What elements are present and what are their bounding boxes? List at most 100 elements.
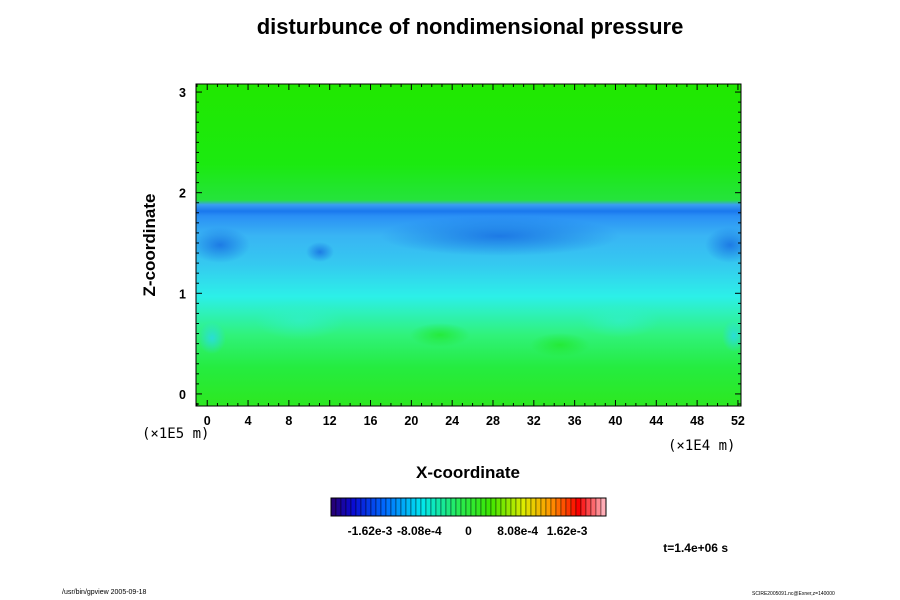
colorbar-swatch [535, 497, 542, 517]
colorbar [330, 497, 607, 517]
colorbar-swatch [515, 497, 522, 517]
x-tick-label: 20 [404, 414, 418, 428]
colorbar-swatch [405, 497, 412, 517]
colorbar-swatch [525, 497, 532, 517]
x-tick-label: 48 [690, 414, 704, 428]
colorbar-swatch [545, 497, 552, 517]
x-tick-label: 4 [245, 414, 252, 428]
footer-right: SCIRE2005091.nc@Exner,z=140000 [752, 591, 835, 597]
colorbar-swatch [460, 497, 467, 517]
colorbar-swatch [550, 497, 557, 517]
x-tick-label: 28 [486, 414, 500, 428]
colorbar-swatch [390, 497, 397, 517]
cyan-eddy [255, 300, 345, 340]
colorbar-swatch [495, 497, 502, 517]
low-pressure-eddy [705, 227, 741, 263]
colorbar-swatch [365, 497, 372, 517]
colorbar-swatch [600, 497, 607, 517]
green-eddy [530, 333, 590, 357]
x-tick-label: 52 [731, 414, 745, 428]
colorbar-swatch [485, 497, 492, 517]
colorbar-swatch [555, 497, 562, 517]
x-tick-label: 44 [649, 414, 663, 428]
colorbar-swatch [565, 497, 572, 517]
colorbar-swatch [340, 497, 347, 517]
colorbar-swatch [470, 497, 477, 517]
colorbar-labels: -1.62e-3 -8.08e-4 0 8.08e-4 1.62e-3 [348, 524, 588, 538]
colorbar-swatch [360, 497, 367, 517]
colorbar-swatch [380, 497, 387, 517]
x-tick-label: 8 [285, 414, 292, 428]
colorbar-swatch [575, 497, 582, 517]
colorbar-swatch [510, 497, 517, 517]
colorbar-swatch [580, 497, 587, 517]
colorbar-swatch [465, 497, 472, 517]
green-eddy [410, 323, 470, 347]
colorbar-frame [330, 497, 607, 517]
colorbar-swatch [415, 497, 422, 517]
colorbar-swatch [585, 497, 592, 517]
y-unit-label: (×1E5 m) [142, 426, 209, 442]
colorbar-swatch [350, 497, 357, 517]
time-label: t=1.4e+06 s [663, 541, 728, 555]
y-tick-label: 3 [179, 86, 186, 100]
colorbar-swatch [345, 497, 352, 517]
chart-title: disturbunce of nondimensional pressure [256, 14, 684, 39]
x-tick-label: 16 [364, 414, 378, 428]
colorbar-label: 1.62e-3 [547, 524, 588, 538]
colorbar-swatch [395, 497, 402, 517]
colorbar-swatch [530, 497, 537, 517]
x-axis-label: X-coordinate [416, 463, 520, 482]
x-tick-label: 36 [568, 414, 582, 428]
colorbar-swatch [590, 497, 597, 517]
low-pressure-eddy [306, 242, 334, 262]
cyan-eddy [580, 302, 660, 338]
colorbar-label: -8.08e-4 [397, 524, 442, 538]
colorbar-swatch [445, 497, 452, 517]
y-tick-label: 0 [179, 388, 186, 402]
colorbar-swatch [500, 497, 507, 517]
footer-left: /usr/bin/gpview 2005-09-18 [62, 589, 147, 596]
cyan-eddy [722, 320, 741, 352]
colorbar-swatch [570, 497, 577, 517]
colorbar-swatch [330, 497, 337, 517]
colorbar-swatch [480, 497, 487, 517]
colorbar-swatch [335, 497, 342, 517]
low-pressure-eddy [196, 227, 250, 263]
x-tick-label: 24 [445, 414, 459, 428]
y-tick-label: 2 [179, 187, 186, 201]
colorbar-label: 8.08e-4 [497, 524, 538, 538]
axis-ticks [196, 84, 741, 406]
colorbar-swatch [540, 497, 547, 517]
colorbar-label: -1.62e-3 [348, 524, 393, 538]
colorbar-swatch [520, 497, 527, 517]
y-axis-label: Z-coordinate [140, 194, 159, 297]
colorbar-swatch [595, 497, 602, 517]
plot-frame [195, 83, 742, 407]
low-pressure-core [380, 216, 620, 256]
x-tick-label: 32 [527, 414, 541, 428]
y-tick-label: 1 [179, 287, 186, 301]
colorbar-swatch [410, 497, 417, 517]
colorbar-swatch [560, 497, 567, 517]
colorbar-swatch [370, 497, 377, 517]
x-tick-label: 12 [323, 414, 337, 428]
x-tick-label: 40 [609, 414, 623, 428]
colorbar-swatch [435, 497, 442, 517]
colorbar-swatch [450, 497, 457, 517]
colorbar-swatch [375, 497, 382, 517]
colorbar-label: 0 [465, 524, 472, 538]
colorbar-swatch [425, 497, 432, 517]
colorbar-swatch [440, 497, 447, 517]
cyan-eddy [198, 322, 226, 354]
x-tick-label: 0 [204, 414, 211, 428]
colorbar-swatch [400, 497, 407, 517]
colorbar-swatch [355, 497, 362, 517]
colorbar-swatch [420, 497, 427, 517]
x-unit-label: (×1E4 m) [668, 438, 735, 454]
pressure-field [196, 84, 741, 406]
colorbar-swatch [490, 497, 497, 517]
colorbar-swatch [385, 497, 392, 517]
colorbar-swatch [455, 497, 462, 517]
